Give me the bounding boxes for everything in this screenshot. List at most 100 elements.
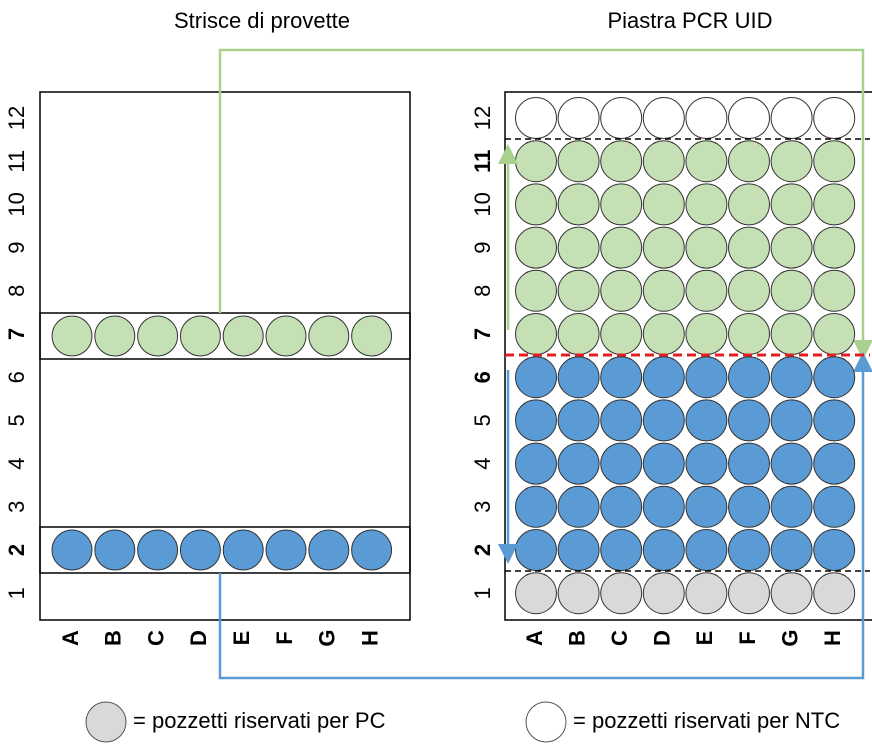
plate-well — [642, 442, 685, 485]
blue-arrow — [218, 352, 872, 680]
plate-well — [813, 399, 856, 442]
plate-well — [685, 356, 728, 399]
plate-well — [515, 313, 557, 355]
plate-well — [728, 399, 770, 442]
green-arrow — [218, 48, 872, 360]
strip-well — [308, 315, 350, 357]
plate-well — [685, 572, 728, 615]
plate-well — [515, 226, 557, 269]
plate-well — [600, 183, 643, 226]
column-label: B — [101, 630, 126, 646]
plate-well — [642, 140, 685, 183]
plate-well — [770, 529, 813, 571]
plate-well — [515, 356, 557, 399]
column-label: A — [58, 630, 83, 646]
column-label: G — [315, 629, 340, 646]
strip-band — [39, 312, 411, 360]
plate-well — [515, 140, 557, 183]
plate-well — [600, 399, 643, 442]
plate-well — [685, 485, 728, 528]
row-label: 7 — [4, 328, 29, 340]
plate-well — [770, 226, 813, 269]
plate-well — [770, 269, 813, 312]
strip-well — [94, 529, 136, 571]
row-label: 3 — [470, 501, 495, 513]
row-label: 1 — [470, 587, 495, 599]
plate-well — [642, 529, 685, 571]
row-label: 6 — [4, 371, 29, 383]
plate-well — [685, 313, 728, 355]
plate-well — [813, 97, 856, 139]
plate-well — [557, 572, 600, 615]
legend-ntc: = pozzetti riservati per NTC — [573, 708, 840, 733]
plate-well — [557, 356, 600, 399]
strip-well — [351, 315, 393, 357]
column-label: A — [522, 630, 547, 646]
plate-well — [813, 269, 856, 312]
row-label: 10 — [470, 192, 495, 216]
row-label: 10 — [4, 192, 29, 216]
plate-well — [728, 572, 770, 615]
plate-well — [515, 399, 557, 442]
strip-well — [94, 315, 136, 357]
plate-well — [515, 183, 557, 226]
plate-well — [642, 356, 685, 399]
plate-well — [600, 269, 643, 312]
plate-well — [728, 140, 770, 183]
row-label: 4 — [4, 457, 29, 469]
strip-well — [179, 529, 221, 571]
plate-well — [515, 442, 557, 485]
plate-well — [600, 485, 643, 528]
row-label: 8 — [4, 285, 29, 297]
plate-well — [685, 183, 728, 226]
plate-well — [515, 269, 557, 312]
plate-well — [770, 442, 813, 485]
plate-well — [770, 183, 813, 226]
plate-well — [813, 529, 856, 571]
plate-well — [600, 572, 643, 615]
plate-well — [642, 313, 685, 355]
plate-well — [813, 226, 856, 269]
plate-well — [813, 140, 856, 183]
strip-well — [351, 529, 393, 571]
row-label: 12 — [470, 106, 495, 130]
plate-well — [728, 313, 770, 355]
row-label: 11 — [4, 150, 29, 173]
plate-well — [600, 226, 643, 269]
plate-well — [642, 226, 685, 269]
plate-well — [515, 572, 557, 615]
plate-well — [728, 356, 770, 399]
left-title: Strisce di provette — [174, 8, 350, 33]
plate-well — [557, 399, 600, 442]
row-label: 1 — [4, 587, 29, 599]
column-label: H — [357, 630, 382, 646]
plate-well — [728, 442, 770, 485]
strip-well — [51, 315, 93, 357]
row-label: 3 — [4, 501, 29, 513]
plate-well — [557, 183, 600, 226]
legend-pc: = pozzetti riservati per PC — [133, 708, 386, 733]
legend-pc-swatch — [85, 701, 127, 743]
plate-well — [557, 442, 600, 485]
plate-well — [600, 313, 643, 355]
plate-well — [813, 442, 856, 485]
strip-well — [137, 529, 179, 571]
plate-well — [642, 485, 685, 528]
plate-well — [557, 313, 600, 355]
plate-well — [813, 572, 856, 615]
strip-well — [51, 529, 93, 571]
plate-well — [770, 485, 813, 528]
plate-well — [557, 269, 600, 312]
plate-well — [728, 485, 770, 528]
plate-well — [685, 442, 728, 485]
plate-well — [557, 97, 600, 139]
row-label: 2 — [470, 544, 495, 556]
plate-well — [642, 572, 685, 615]
plate-well — [600, 529, 643, 571]
plate-well — [685, 140, 728, 183]
column-label: D — [186, 630, 211, 646]
column-label: H — [820, 630, 845, 646]
plate-well — [685, 269, 728, 312]
plate-well — [685, 97, 728, 139]
